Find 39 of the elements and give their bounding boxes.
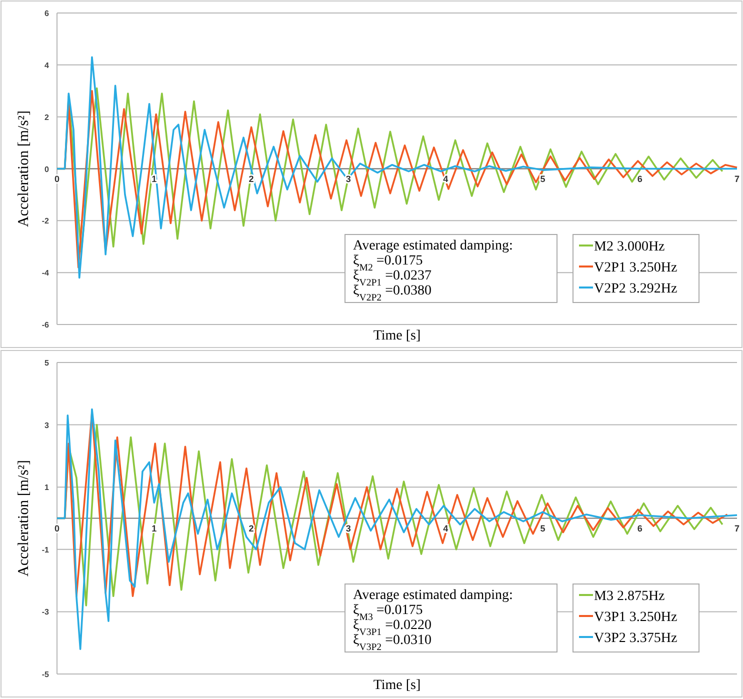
annotation: Average estimated damping:	[353, 588, 513, 603]
x-tick-label: 4	[443, 174, 448, 184]
x-tick-label: 5	[540, 523, 546, 534]
y-tick-label: 0	[44, 164, 50, 174]
y-axis-title: Acceleration [m/s²]	[16, 460, 32, 577]
x-tick-label: 2	[248, 174, 254, 184]
y-tick-label: -4	[42, 268, 50, 278]
legend-label: V3P1 3.250Hz	[594, 610, 678, 625]
y-tick-label: 6	[44, 9, 50, 18]
legend-label: V3P2 3.375Hz	[594, 631, 678, 646]
y-tick-label: -6	[42, 320, 50, 330]
y-tick-label: -2	[42, 216, 50, 226]
x-tick-label: 3	[346, 174, 351, 184]
y-tick-label: -1	[42, 545, 50, 554]
annotation: Average estimated damping:	[353, 238, 513, 254]
y-tick-label: -3	[42, 608, 50, 617]
x-axis-title: Time [s]	[373, 328, 421, 344]
x-tick-label: 0	[54, 523, 60, 534]
x-tick-label: 7	[734, 174, 740, 184]
legend-label: V2P2 3.292Hz	[594, 282, 678, 296]
y-tick-label: 2	[44, 112, 50, 122]
x-tick-label: 3	[346, 523, 351, 534]
x-tick-label: 0	[54, 174, 60, 184]
y-tick-label: 5	[44, 358, 50, 368]
x-axis-title: Time [s]	[373, 678, 421, 693]
x-tick-label: 7	[734, 523, 740, 534]
x-tick-label: 6	[637, 174, 642, 184]
x-tick-label: 6	[637, 523, 642, 534]
legend-label: M3 2.875Hz	[594, 589, 665, 604]
y-tick-label: 1	[44, 483, 50, 492]
legend-label: M2 3.000Hz	[594, 240, 665, 254]
line-series	[56, 408, 738, 650]
x-tick-label: 5	[540, 174, 546, 184]
y-axis-title: Acceleration [m/s²]	[16, 110, 32, 228]
y-tick-label: -5	[42, 670, 50, 679]
x-tick-label: 2	[248, 523, 254, 534]
y-tick-label: 3	[44, 420, 50, 430]
y-tick-label: 4	[44, 60, 50, 70]
legend-label: V2P1 3.250Hz	[594, 260, 678, 276]
